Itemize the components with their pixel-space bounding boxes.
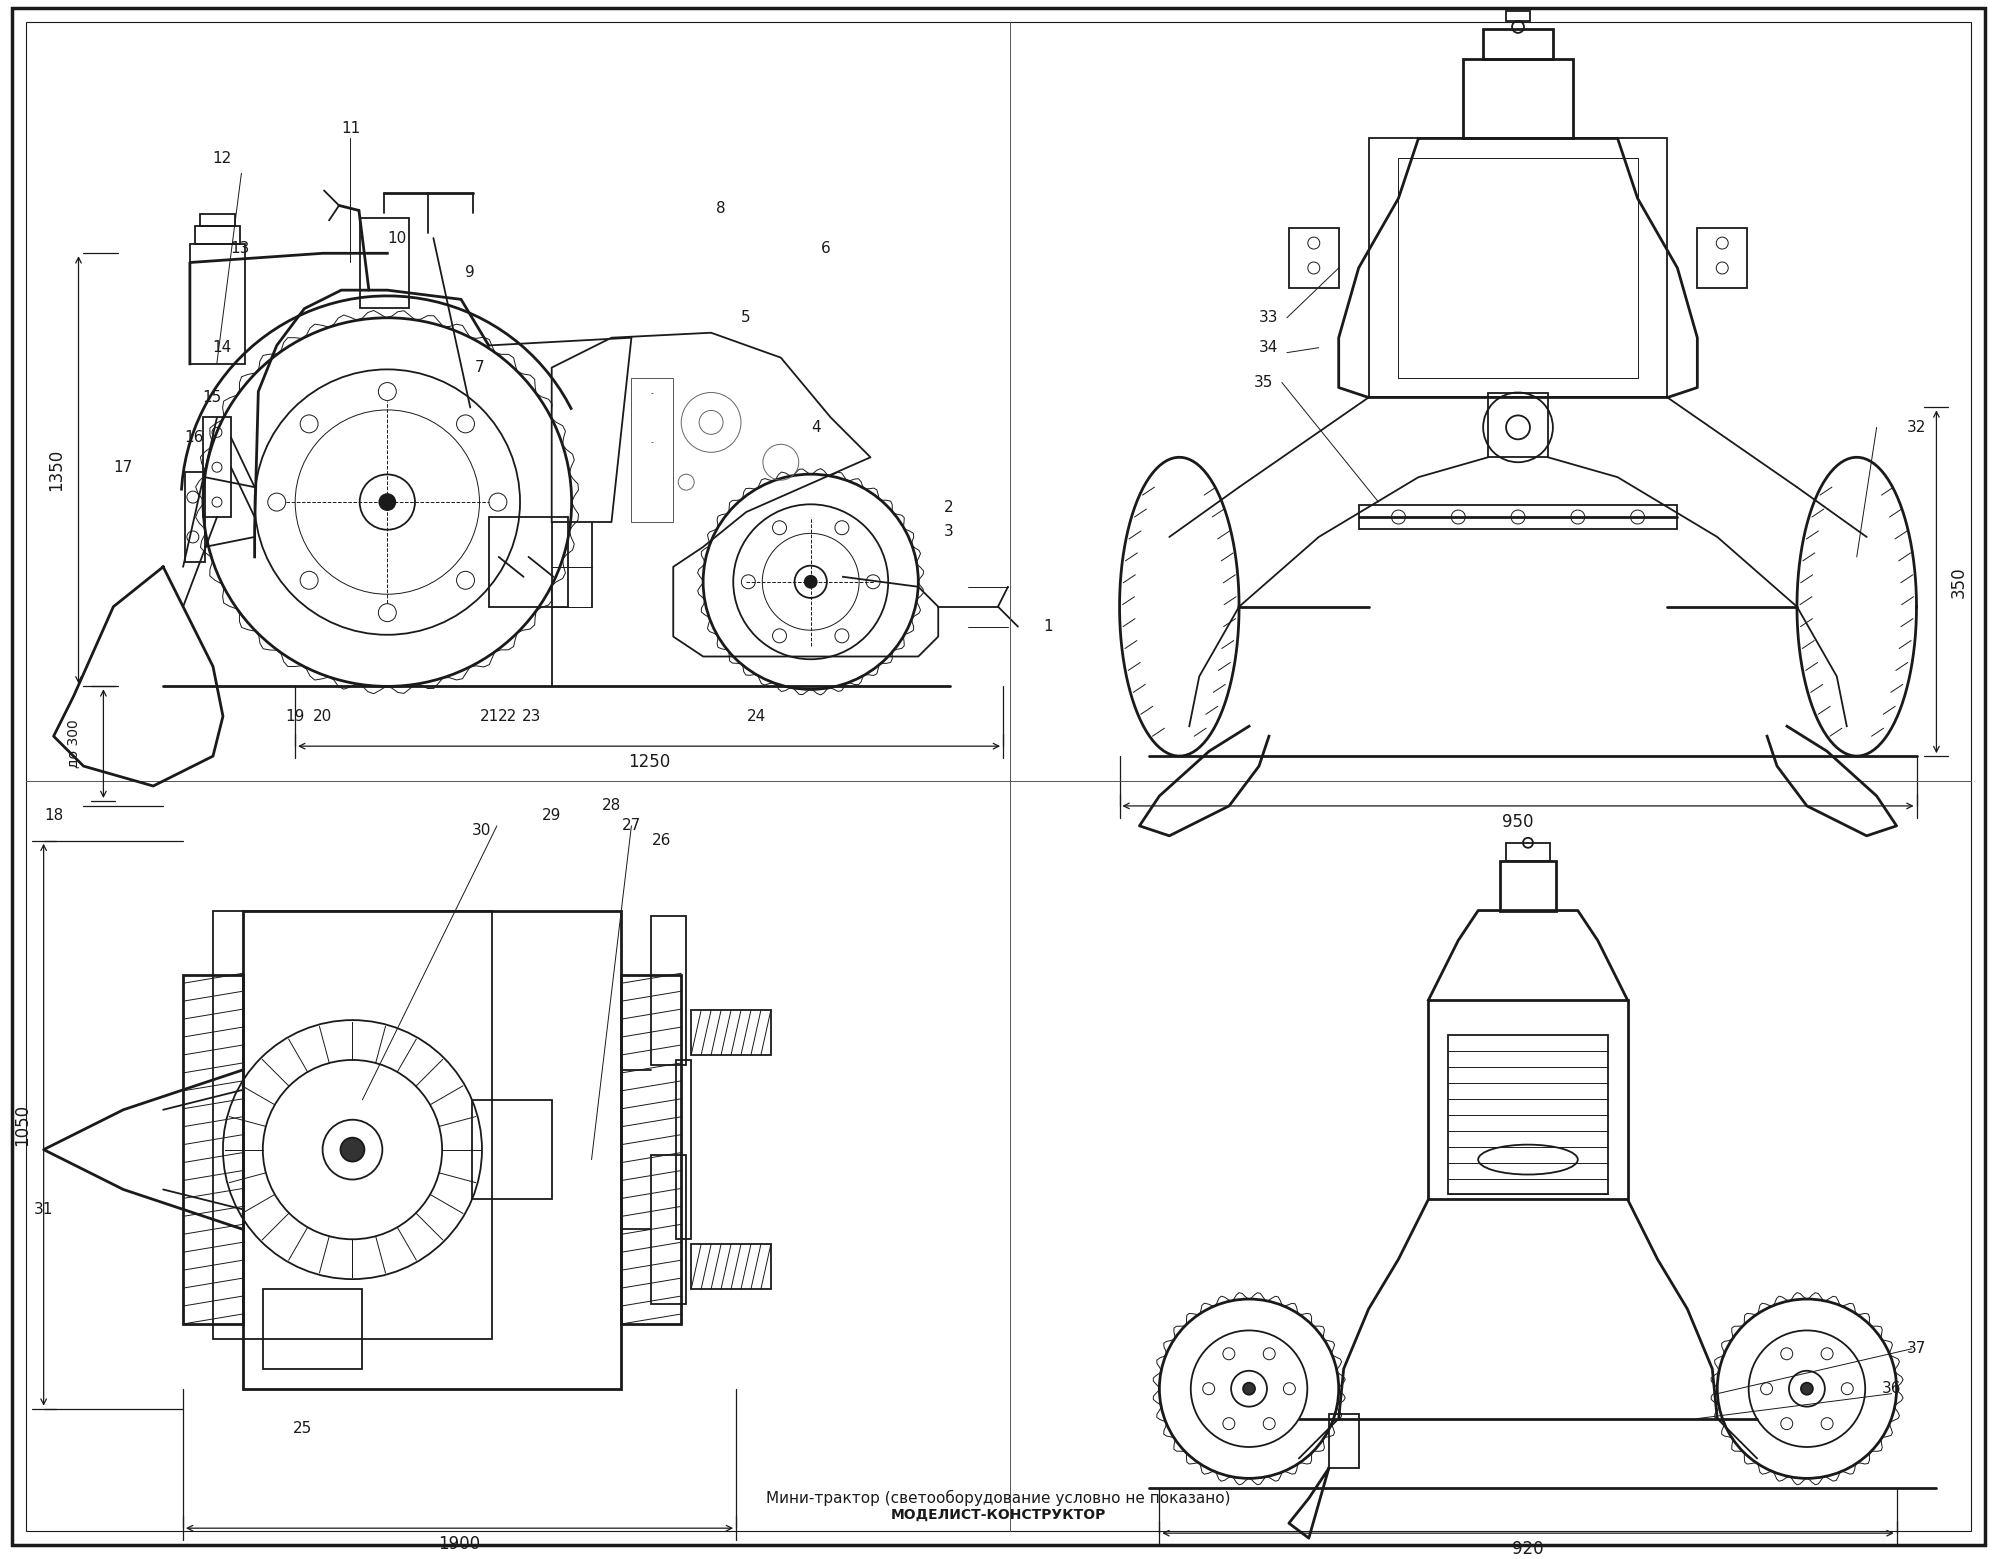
Circle shape xyxy=(1242,1383,1254,1395)
Text: 17: 17 xyxy=(114,460,134,475)
Text: 350: 350 xyxy=(1949,566,1967,597)
Text: 36: 36 xyxy=(1881,1381,1901,1397)
Text: 1: 1 xyxy=(1042,619,1052,635)
Bar xyxy=(631,377,673,522)
Bar xyxy=(1484,30,1554,59)
Text: 11: 11 xyxy=(341,122,359,136)
Text: 30: 30 xyxy=(471,823,491,839)
Bar xyxy=(186,472,206,561)
Text: 20: 20 xyxy=(314,709,332,723)
Text: 1900: 1900 xyxy=(439,1536,481,1553)
Text: 1050: 1050 xyxy=(12,1104,30,1146)
Text: 3: 3 xyxy=(943,524,953,539)
Bar xyxy=(691,1244,771,1289)
Text: 18: 18 xyxy=(44,809,64,823)
Text: 35: 35 xyxy=(1254,376,1274,390)
Text: 29: 29 xyxy=(541,809,561,823)
Bar xyxy=(196,226,240,245)
Bar xyxy=(184,976,244,1324)
Bar xyxy=(1697,228,1747,288)
Text: МОДЕЛИСТ-КОНСТРУКТОР: МОДЕЛИСТ-КОНСТРУКТОР xyxy=(891,1508,1106,1522)
Bar xyxy=(1358,505,1677,529)
Text: 950: 950 xyxy=(1502,812,1534,831)
Text: 34: 34 xyxy=(1260,340,1278,355)
Text: 23: 23 xyxy=(521,709,541,723)
Text: 4: 4 xyxy=(811,419,821,435)
Text: 10: 10 xyxy=(387,231,405,246)
Bar xyxy=(1506,843,1550,861)
Bar xyxy=(1398,159,1638,377)
Text: 22: 22 xyxy=(497,709,517,723)
Text: 6: 6 xyxy=(821,240,831,256)
Bar xyxy=(1464,59,1574,139)
Text: до 300: до 300 xyxy=(66,719,80,769)
Text: 7: 7 xyxy=(475,360,485,376)
Bar xyxy=(204,418,232,518)
Bar xyxy=(244,910,621,1389)
Bar xyxy=(1328,1414,1358,1469)
Bar xyxy=(651,915,687,1065)
Text: 12: 12 xyxy=(212,151,232,165)
Bar xyxy=(1368,139,1667,398)
Circle shape xyxy=(341,1138,363,1161)
Text: 32: 32 xyxy=(1907,419,1927,435)
Text: 16: 16 xyxy=(184,430,204,444)
Text: 1350: 1350 xyxy=(48,449,66,491)
Text: 2: 2 xyxy=(943,499,953,514)
Text: 26: 26 xyxy=(651,834,671,848)
Text: 31: 31 xyxy=(34,1202,54,1218)
Circle shape xyxy=(379,494,395,510)
Text: 15: 15 xyxy=(202,390,222,405)
Bar xyxy=(651,1155,687,1303)
Text: 920: 920 xyxy=(1512,1540,1544,1557)
Text: 13: 13 xyxy=(230,240,250,256)
Circle shape xyxy=(1801,1383,1813,1395)
Text: 21: 21 xyxy=(479,709,499,723)
Text: 28: 28 xyxy=(601,798,621,814)
Text: 5: 5 xyxy=(741,310,751,326)
Text: 19: 19 xyxy=(286,709,306,723)
Bar xyxy=(1288,228,1338,288)
Bar xyxy=(190,245,246,363)
Text: 1250: 1250 xyxy=(627,753,671,772)
Bar xyxy=(359,218,409,307)
Bar xyxy=(471,1099,551,1199)
Text: 27: 27 xyxy=(621,818,641,834)
Text: Мини-трактор (светооборудование условно не показано): Мини-трактор (светооборудование условно … xyxy=(765,1490,1230,1506)
Text: 14: 14 xyxy=(212,340,232,355)
Bar xyxy=(621,976,681,1324)
Bar xyxy=(677,1060,691,1239)
Bar xyxy=(200,215,236,226)
Text: 33: 33 xyxy=(1260,310,1278,326)
Circle shape xyxy=(805,575,817,588)
Bar xyxy=(1488,393,1548,457)
Bar xyxy=(1448,1035,1608,1194)
Bar xyxy=(214,910,491,1339)
Bar xyxy=(1506,11,1530,20)
Bar xyxy=(1428,1001,1628,1199)
Text: 37: 37 xyxy=(1907,1341,1927,1356)
Text: 24: 24 xyxy=(747,709,767,723)
Text: 9: 9 xyxy=(465,265,475,281)
Text: 8: 8 xyxy=(717,201,725,215)
Text: 25: 25 xyxy=(294,1422,312,1436)
Bar xyxy=(1500,861,1556,910)
Bar xyxy=(691,1010,771,1055)
Bar xyxy=(264,1289,361,1369)
